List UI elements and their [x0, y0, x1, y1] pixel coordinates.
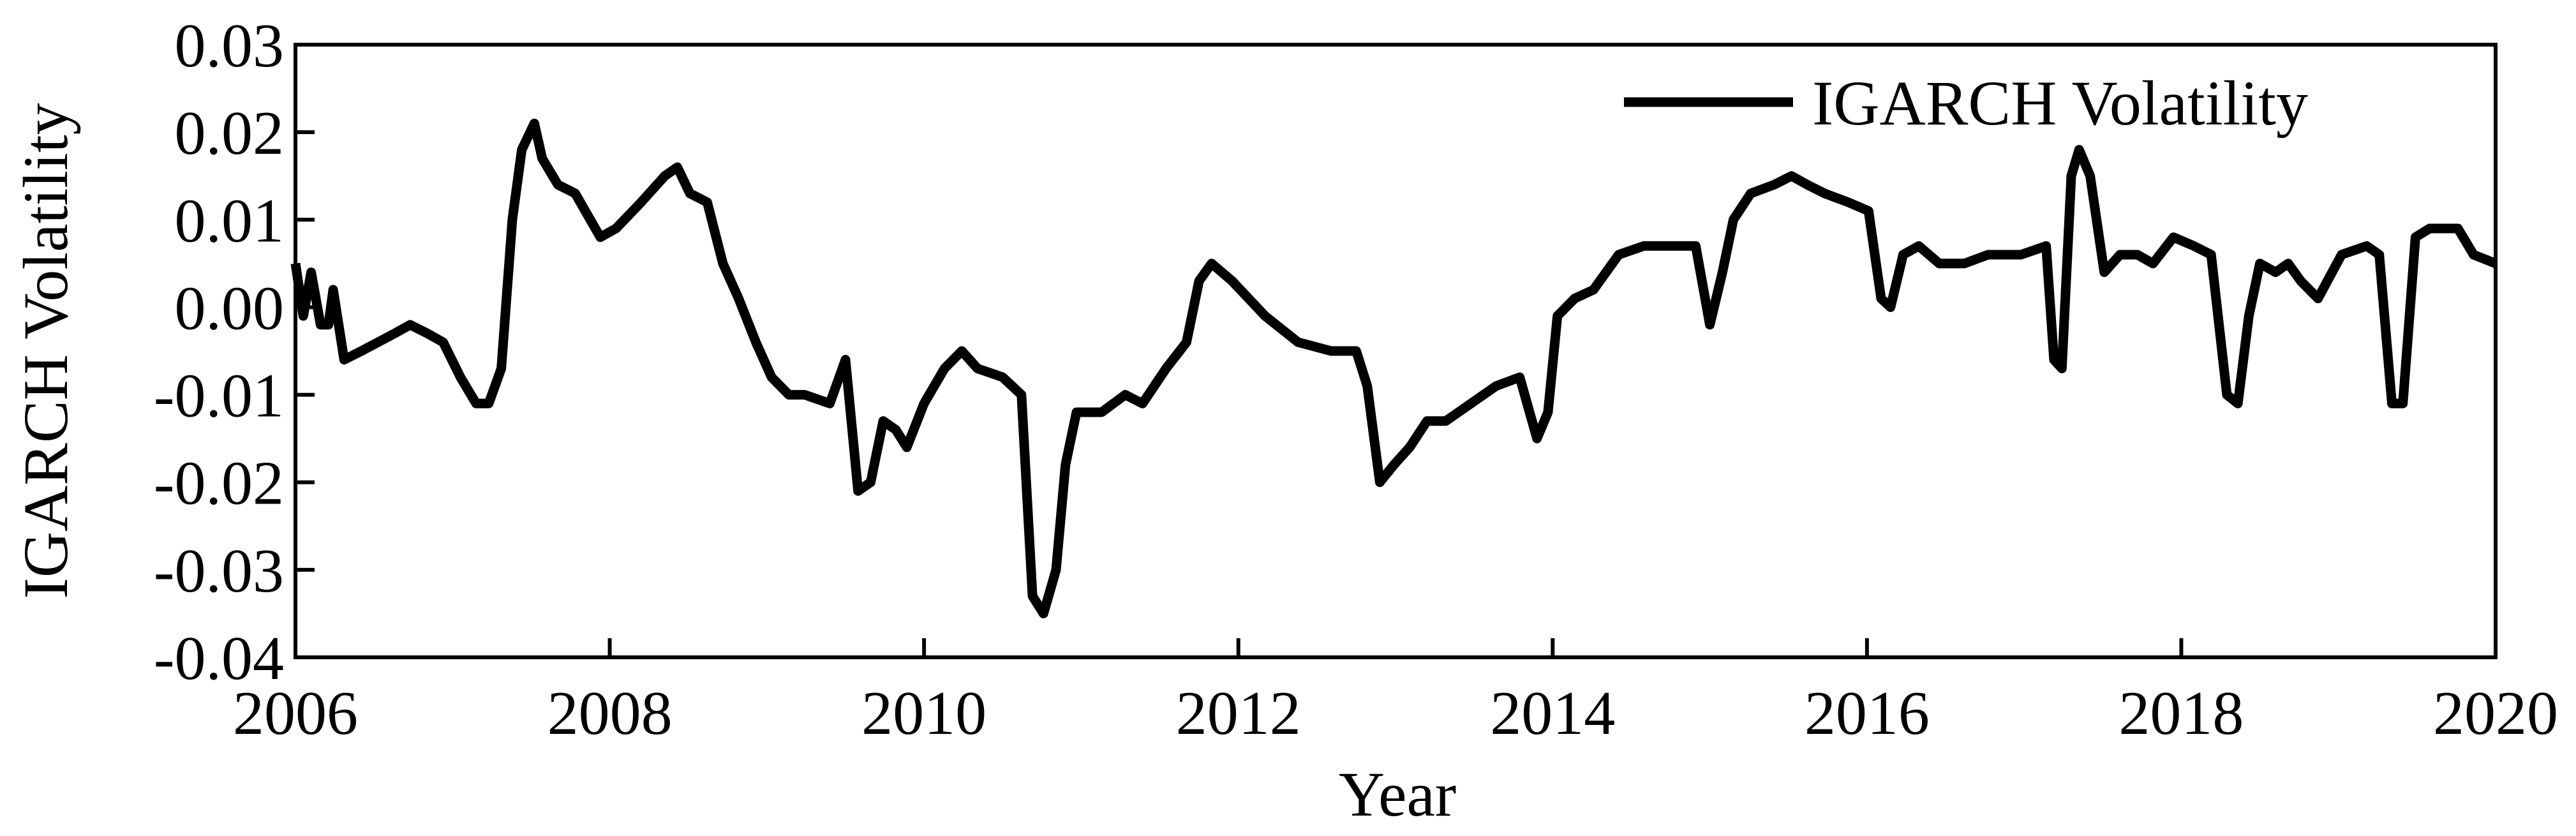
- x-tick-label: 2012: [1176, 679, 1301, 748]
- y-tick-label: 0.03: [175, 11, 285, 80]
- x-tick-label: 2006: [233, 679, 358, 748]
- y-tick-label: -0.04: [154, 624, 284, 693]
- x-tick-label: 2020: [2433, 679, 2558, 748]
- y-tick-label: -0.03: [154, 537, 284, 606]
- y-tick-label: -0.01: [154, 362, 284, 431]
- x-tick-label: 2016: [1805, 679, 1930, 748]
- y-tick-label: 0.02: [175, 99, 285, 168]
- plot-frame: [294, 43, 2498, 659]
- x-tick-label: 2010: [861, 679, 986, 748]
- y-axis-label: IGARCH Volatility: [10, 103, 81, 599]
- y-tick-label: 0.00: [175, 274, 285, 343]
- y-tick-label: 0.01: [175, 186, 285, 255]
- legend-label: IGARCH Volatility: [1812, 68, 2308, 138]
- x-axis-label: Year: [1339, 759, 1456, 830]
- x-tick-label: 2008: [547, 679, 673, 748]
- x-tick-label: 2014: [1490, 679, 1615, 748]
- x-tick-label: 2018: [2118, 679, 2244, 748]
- data-line: [290, 118, 2498, 618]
- y-tick-label: -0.02: [154, 449, 284, 518]
